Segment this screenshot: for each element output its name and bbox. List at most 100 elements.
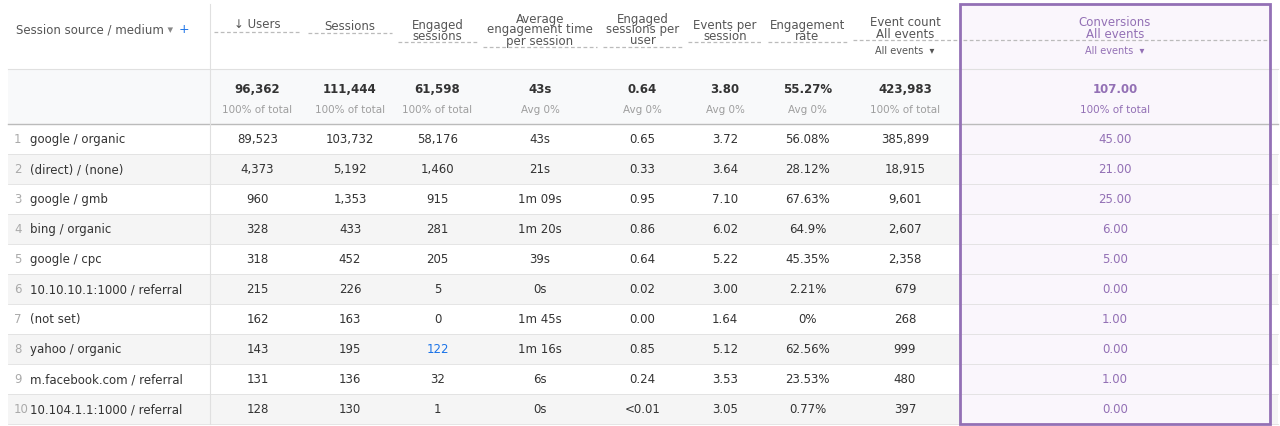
Text: Engaged: Engaged	[412, 18, 463, 32]
Bar	[8, 364, 1277, 394]
Text: 281: 281	[426, 223, 449, 236]
Text: 1,353: 1,353	[333, 193, 366, 206]
Text: 1m 20s: 1m 20s	[518, 223, 562, 236]
Text: 397: 397	[893, 403, 916, 415]
Text: 100% of total: 100% of total	[402, 104, 472, 114]
Bar	[960, 184, 1270, 215]
Text: 111,444: 111,444	[323, 83, 376, 95]
Text: Events per: Events per	[694, 18, 756, 32]
Bar	[960, 155, 1270, 184]
Text: 1,460: 1,460	[421, 163, 454, 176]
Text: Conversions: Conversions	[1079, 17, 1151, 29]
Text: 0.00: 0.00	[1102, 403, 1128, 415]
Text: 7.10: 7.10	[712, 193, 739, 206]
Bar	[960, 274, 1270, 304]
Text: 10.104.1.1:1000 / referral: 10.104.1.1:1000 / referral	[29, 403, 182, 415]
Bar	[960, 364, 1270, 394]
Text: 18,915: 18,915	[884, 163, 925, 176]
Text: sessions: sessions	[412, 29, 462, 43]
Text: 58,176: 58,176	[417, 133, 458, 146]
Text: 0.95: 0.95	[630, 193, 655, 206]
Text: Avg 0%: Avg 0%	[705, 104, 745, 114]
Text: 32: 32	[430, 373, 445, 386]
Text: 0.24: 0.24	[630, 373, 655, 386]
Text: 143: 143	[246, 343, 269, 356]
Text: 0.65: 0.65	[630, 133, 655, 146]
Text: 3.80: 3.80	[710, 83, 740, 95]
Text: All events: All events	[1085, 27, 1144, 40]
Text: 5,192: 5,192	[333, 163, 367, 176]
Text: 100% of total: 100% of total	[315, 104, 385, 114]
Text: 100% of total: 100% of total	[870, 104, 940, 114]
Text: 2,607: 2,607	[888, 223, 922, 236]
Text: 480: 480	[893, 373, 916, 386]
Bar	[960, 70, 1270, 125]
Bar	[960, 215, 1270, 245]
Text: 5.00: 5.00	[1102, 253, 1128, 266]
Text: ▾: ▾	[164, 25, 173, 35]
Text: 318: 318	[246, 253, 269, 266]
Bar	[8, 5, 1280, 70]
Bar	[8, 215, 1277, 245]
Text: 9,601: 9,601	[888, 193, 922, 206]
Text: All events  ▾: All events ▾	[876, 46, 934, 56]
Text: 39s: 39s	[530, 253, 550, 266]
Text: 103,732: 103,732	[326, 133, 374, 146]
Text: 25.00: 25.00	[1098, 193, 1132, 206]
Text: 433: 433	[339, 223, 361, 236]
Text: engagement time: engagement time	[488, 23, 593, 36]
Text: 3: 3	[14, 193, 22, 206]
Text: 3.53: 3.53	[712, 373, 739, 386]
Bar	[960, 5, 1270, 70]
Text: ↓ Users: ↓ Users	[234, 18, 280, 32]
Text: 0: 0	[434, 313, 442, 326]
Bar	[960, 125, 1270, 155]
Text: 55.27%: 55.27%	[783, 83, 832, 95]
Text: per session: per session	[507, 35, 573, 47]
Text: Avg 0%: Avg 0%	[788, 104, 827, 114]
Bar	[8, 334, 1277, 364]
Text: 0.00: 0.00	[1102, 343, 1128, 356]
Bar	[8, 70, 1277, 125]
Text: 0s: 0s	[534, 403, 547, 415]
Text: 96,362: 96,362	[234, 83, 280, 95]
Text: 2,358: 2,358	[888, 253, 922, 266]
Text: 7: 7	[14, 313, 22, 326]
Text: 452: 452	[339, 253, 361, 266]
Text: 6.00: 6.00	[1102, 223, 1128, 236]
Text: Session source / medium: Session source / medium	[15, 23, 164, 36]
Text: 1.64: 1.64	[712, 313, 739, 326]
Text: 21s: 21s	[530, 163, 550, 176]
Text: 21.00: 21.00	[1098, 163, 1132, 176]
Text: 64.9%: 64.9%	[788, 223, 826, 236]
Text: 1m 16s: 1m 16s	[518, 343, 562, 356]
Text: 0.33: 0.33	[630, 163, 655, 176]
Text: 3.72: 3.72	[712, 133, 739, 146]
Text: 107.00: 107.00	[1092, 83, 1138, 95]
Bar	[8, 184, 1277, 215]
Text: m.facebook.com / referral: m.facebook.com / referral	[29, 373, 183, 386]
Text: 0.86: 0.86	[630, 223, 655, 236]
Text: 100% of total: 100% of total	[223, 104, 293, 114]
Bar	[8, 125, 1277, 155]
Text: 130: 130	[339, 403, 361, 415]
Text: 679: 679	[893, 283, 916, 296]
Text: 1.00: 1.00	[1102, 313, 1128, 326]
Text: session: session	[703, 29, 746, 43]
Text: 423,983: 423,983	[878, 83, 932, 95]
Bar	[8, 274, 1277, 304]
Text: Sessions: Sessions	[325, 20, 375, 33]
Text: 4,373: 4,373	[241, 163, 274, 176]
Text: google / cpc: google / cpc	[29, 253, 101, 266]
Text: 5: 5	[434, 283, 442, 296]
Text: 385,899: 385,899	[881, 133, 929, 146]
Text: 122: 122	[426, 343, 449, 356]
Bar	[960, 5, 1270, 424]
Text: bing / organic: bing / organic	[29, 223, 111, 236]
Text: 0.64: 0.64	[630, 253, 655, 266]
Text: (direct) / (none): (direct) / (none)	[29, 163, 123, 176]
Bar	[8, 155, 1277, 184]
Text: 67.63%: 67.63%	[785, 193, 829, 206]
Text: 1m 09s: 1m 09s	[518, 193, 562, 206]
Text: google / organic: google / organic	[29, 133, 125, 146]
